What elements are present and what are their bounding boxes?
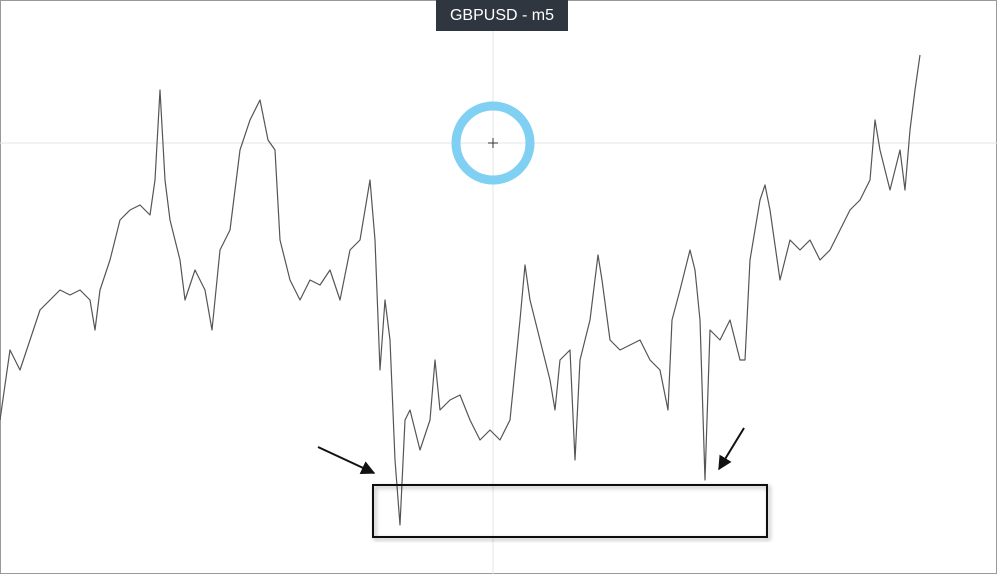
title-box <box>436 0 568 31</box>
highlight-box <box>372 484 768 538</box>
chart-title: GBPUSD - m5 <box>450 7 554 24</box>
cursor-cross <box>488 138 498 148</box>
cursor-ring <box>451 101 535 185</box>
price-line <box>0 54 921 526</box>
arrow <box>718 427 745 471</box>
arrow <box>317 446 376 475</box>
